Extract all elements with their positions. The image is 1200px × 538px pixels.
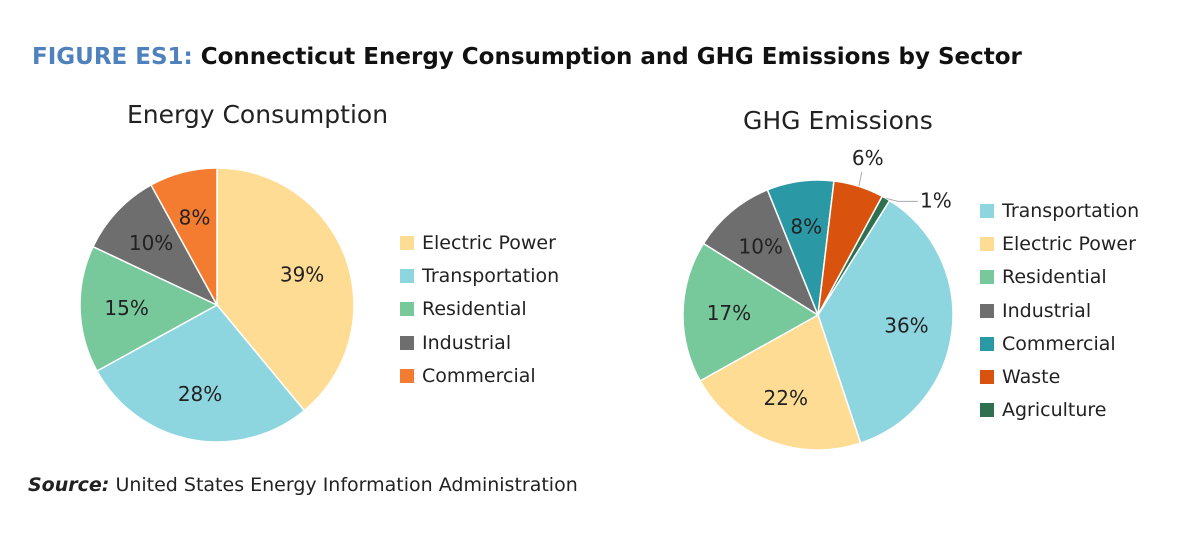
pie1-legend: Electric Power Transportation Residential I…: [400, 226, 559, 392]
pie1-label-electric-power: 39%: [280, 262, 324, 286]
legend-item: Industrial: [980, 294, 1139, 327]
legend-swatch: [980, 270, 994, 285]
legend-item: Electric Power: [400, 226, 559, 259]
figure-title-text: Connecticut Energy Consumption and GHG E…: [200, 44, 1022, 70]
legend-swatch: [980, 403, 994, 418]
legend-swatch: [980, 336, 994, 351]
pie2-label-electric-power: 22%: [764, 386, 808, 410]
legend-swatch: [980, 303, 994, 318]
pie2-label-commercial: 8%: [790, 215, 822, 239]
legend-label: Transportation: [1002, 199, 1140, 222]
source-label: Source:: [28, 474, 110, 496]
pie2-slice-electric-power: [699, 313, 862, 451]
pie2-slice-industrial: [702, 188, 820, 317]
legend-item: Agriculture: [980, 394, 1139, 427]
legend-item: Waste: [980, 360, 1139, 393]
legend-item: Transportation: [980, 194, 1139, 227]
legend-item: Industrial: [400, 326, 559, 359]
pie2-label-residential: 17%: [707, 301, 751, 325]
pie2-slice-agriculture: [817, 195, 891, 316]
leader-line: [885, 197, 918, 202]
legend-item: Electric Power: [980, 227, 1139, 260]
pie1-slice-industrial: [92, 183, 219, 307]
pie1-label-industrial: 10%: [129, 231, 173, 255]
pie1-slice-commercial: [149, 167, 218, 306]
legend-label: Commercial: [422, 364, 536, 387]
pie2-label-industrial: 10%: [739, 235, 783, 259]
pie1-slice-transportation: [95, 304, 306, 443]
legend-swatch: [400, 335, 414, 350]
pie2-label-agriculture: 1%: [920, 188, 952, 212]
pie1-slice-residential: [79, 245, 219, 373]
legend-label: Transportation: [422, 264, 560, 287]
legend-label: Waste: [1002, 366, 1061, 389]
leader-line: [858, 171, 863, 187]
pie1-label-residential: 15%: [104, 296, 148, 320]
source-text: United States Energy Information Adminis…: [115, 474, 578, 496]
legend-swatch: [400, 368, 414, 383]
pie1-title: Energy Consumption: [127, 100, 389, 129]
legend-swatch: [980, 236, 994, 251]
pie1-label-transportation: 28%: [178, 382, 222, 406]
legend-swatch: [980, 203, 994, 218]
legend-label: Electric Power: [422, 231, 556, 254]
legend-item: Commercial: [400, 359, 559, 392]
legend-swatch: [400, 235, 414, 250]
legend-swatch: [980, 370, 994, 385]
legend-swatch: [400, 268, 414, 283]
figure-title: FIGURE ES1: Connecticut Energy Consumpti…: [32, 44, 1022, 70]
pie2-legend: Transportation Electric Power Residential I…: [980, 194, 1139, 427]
legend-item: Residential: [400, 293, 559, 326]
pie2-label-transportation: 36%: [884, 314, 928, 338]
pie1-slice-electric-power: [216, 167, 355, 412]
legend-label: Industrial: [422, 331, 512, 354]
pie2-slice-residential: [682, 242, 820, 382]
source-note: Source: United States Energy Information…: [28, 474, 578, 496]
legend-label: Industrial: [1002, 299, 1092, 322]
pie2-title: GHG Emissions: [743, 106, 933, 135]
figure-label: FIGURE ES1:: [32, 44, 193, 70]
legend-label: Agriculture: [1002, 399, 1107, 422]
legend-swatch: [400, 302, 414, 317]
legend-label: Electric Power: [1002, 232, 1136, 255]
legend-label: Residential: [1002, 266, 1107, 289]
legend-label: Commercial: [1002, 332, 1116, 355]
legend-item: Transportation: [400, 259, 559, 292]
pie1-label-commercial: 8%: [179, 205, 211, 229]
legend-item: Residential: [980, 261, 1139, 294]
pie2-label-waste: 6%: [852, 146, 884, 170]
legend-label: Residential: [422, 298, 527, 321]
legend-item: Commercial: [980, 327, 1139, 360]
